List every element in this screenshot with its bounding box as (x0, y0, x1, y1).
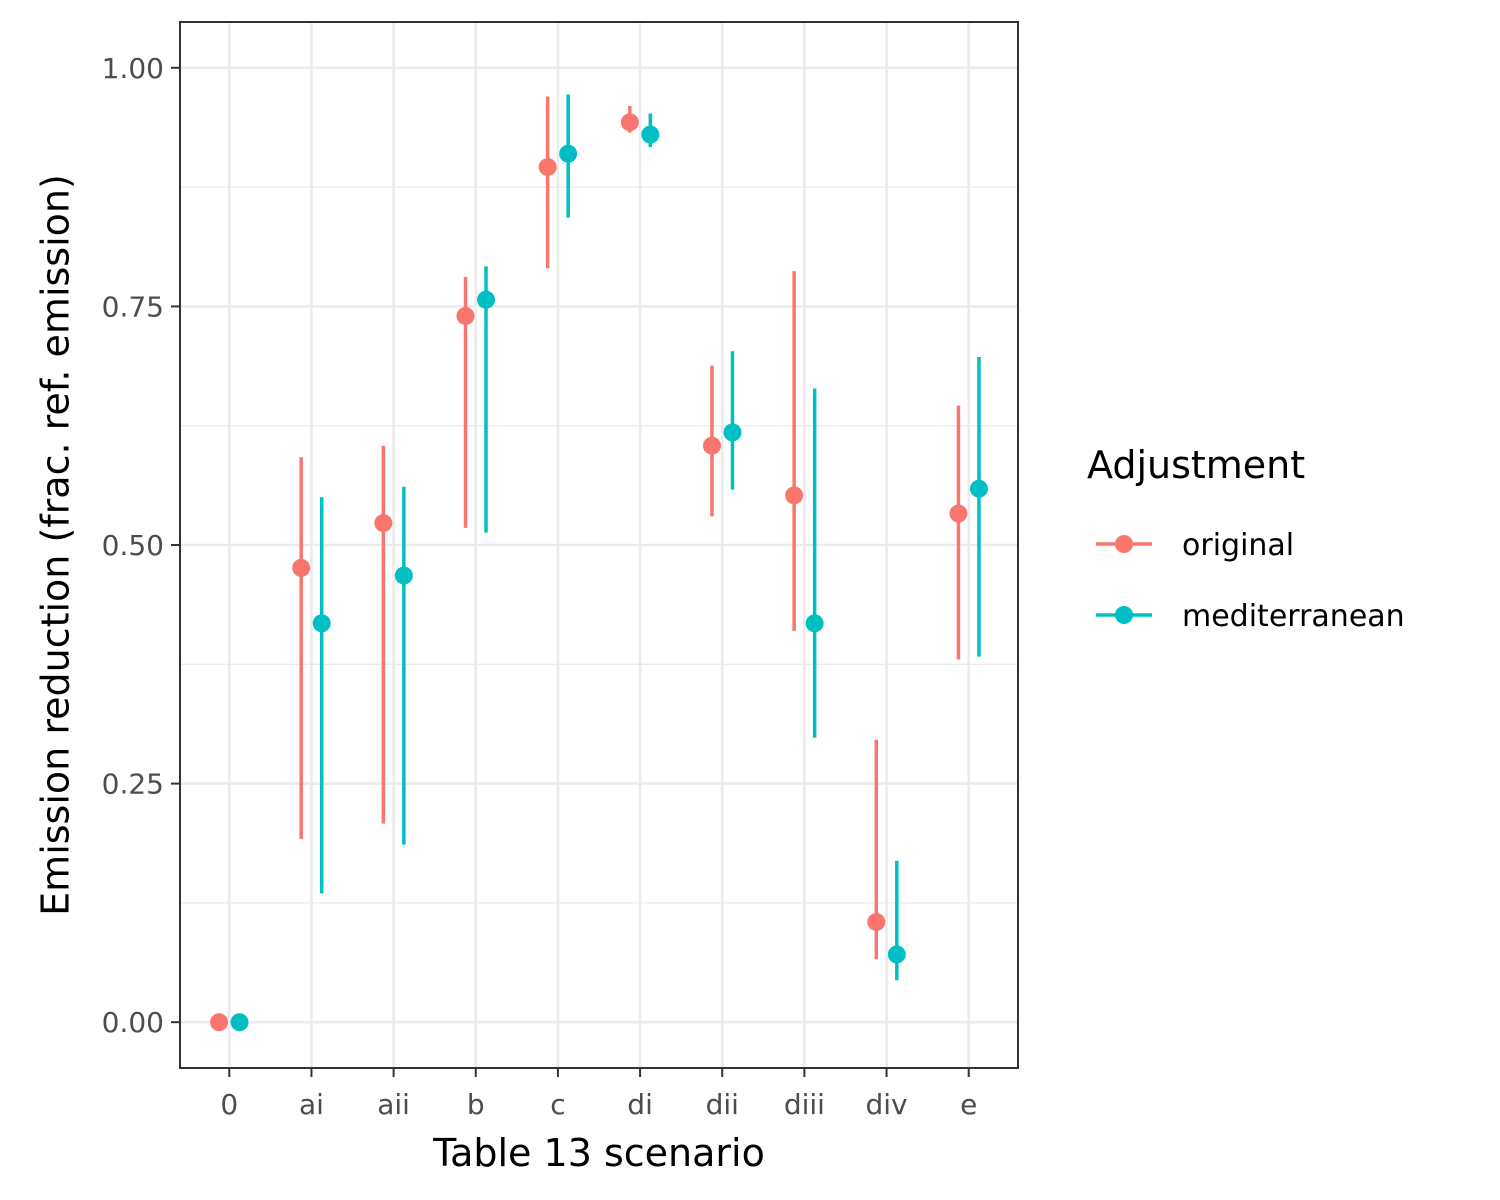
point-mediterranean (641, 125, 660, 144)
point-original (210, 1013, 229, 1032)
point-mediterranean (559, 144, 578, 163)
y-axis-title: Emission reduction (frac. ref. emission) (34, 174, 78, 916)
point-mediterranean (887, 945, 906, 964)
x-tick-label: diii (784, 1088, 825, 1121)
point-mediterranean (477, 290, 496, 309)
point-original (702, 436, 721, 455)
y-tick-label: 0.25 (102, 768, 164, 801)
y-tick-label: 0.50 (102, 529, 164, 562)
point-original (292, 558, 311, 577)
legend-label: mediterranean (1182, 599, 1405, 634)
point-mediterranean (312, 614, 331, 633)
y-tick-label: 0.00 (102, 1006, 164, 1039)
x-tick-label: di (627, 1088, 653, 1121)
x-tick-label: b (467, 1088, 485, 1121)
point-original (620, 113, 639, 132)
y-tick-label: 0.75 (102, 290, 164, 323)
legend: Adjustment original mediterranean (1087, 443, 1405, 634)
point-original (374, 514, 393, 533)
point-mediterranean (723, 423, 742, 442)
point-original (538, 158, 557, 177)
point-mediterranean (805, 614, 824, 633)
point-original (867, 912, 886, 931)
data-marks (210, 94, 988, 1032)
x-tick-label: div (865, 1088, 907, 1121)
legend-label: original (1182, 528, 1294, 563)
point-mediterranean (969, 479, 988, 498)
point-original (456, 306, 475, 325)
point-mediterranean (230, 1013, 249, 1032)
x-tick-label: ai (299, 1088, 324, 1121)
legend-item-original: original (1096, 528, 1294, 563)
x-tick-label: aii (377, 1088, 410, 1121)
point-original (785, 486, 804, 505)
x-tick-label: 0 (220, 1088, 238, 1121)
legend-key-point (1115, 606, 1133, 624)
x-tick-label: e (960, 1088, 977, 1121)
axes: 0.00 0.25 0.50 0.75 1.00 0 ai aii b c di dii diii div… (102, 52, 978, 1121)
y-tick-label: 1.00 (102, 52, 164, 85)
grid (180, 22, 1018, 1068)
x-tick-label: c (550, 1088, 565, 1121)
point-original (949, 504, 968, 523)
legend-item-mediterranean: mediterranean (1096, 599, 1405, 634)
legend-key-point (1115, 535, 1133, 553)
point-mediterranean (394, 566, 413, 585)
legend-title: Adjustment (1087, 443, 1305, 487)
x-tick-label: dii (706, 1088, 739, 1121)
x-axis-title: Table 13 scenario (432, 1131, 765, 1175)
